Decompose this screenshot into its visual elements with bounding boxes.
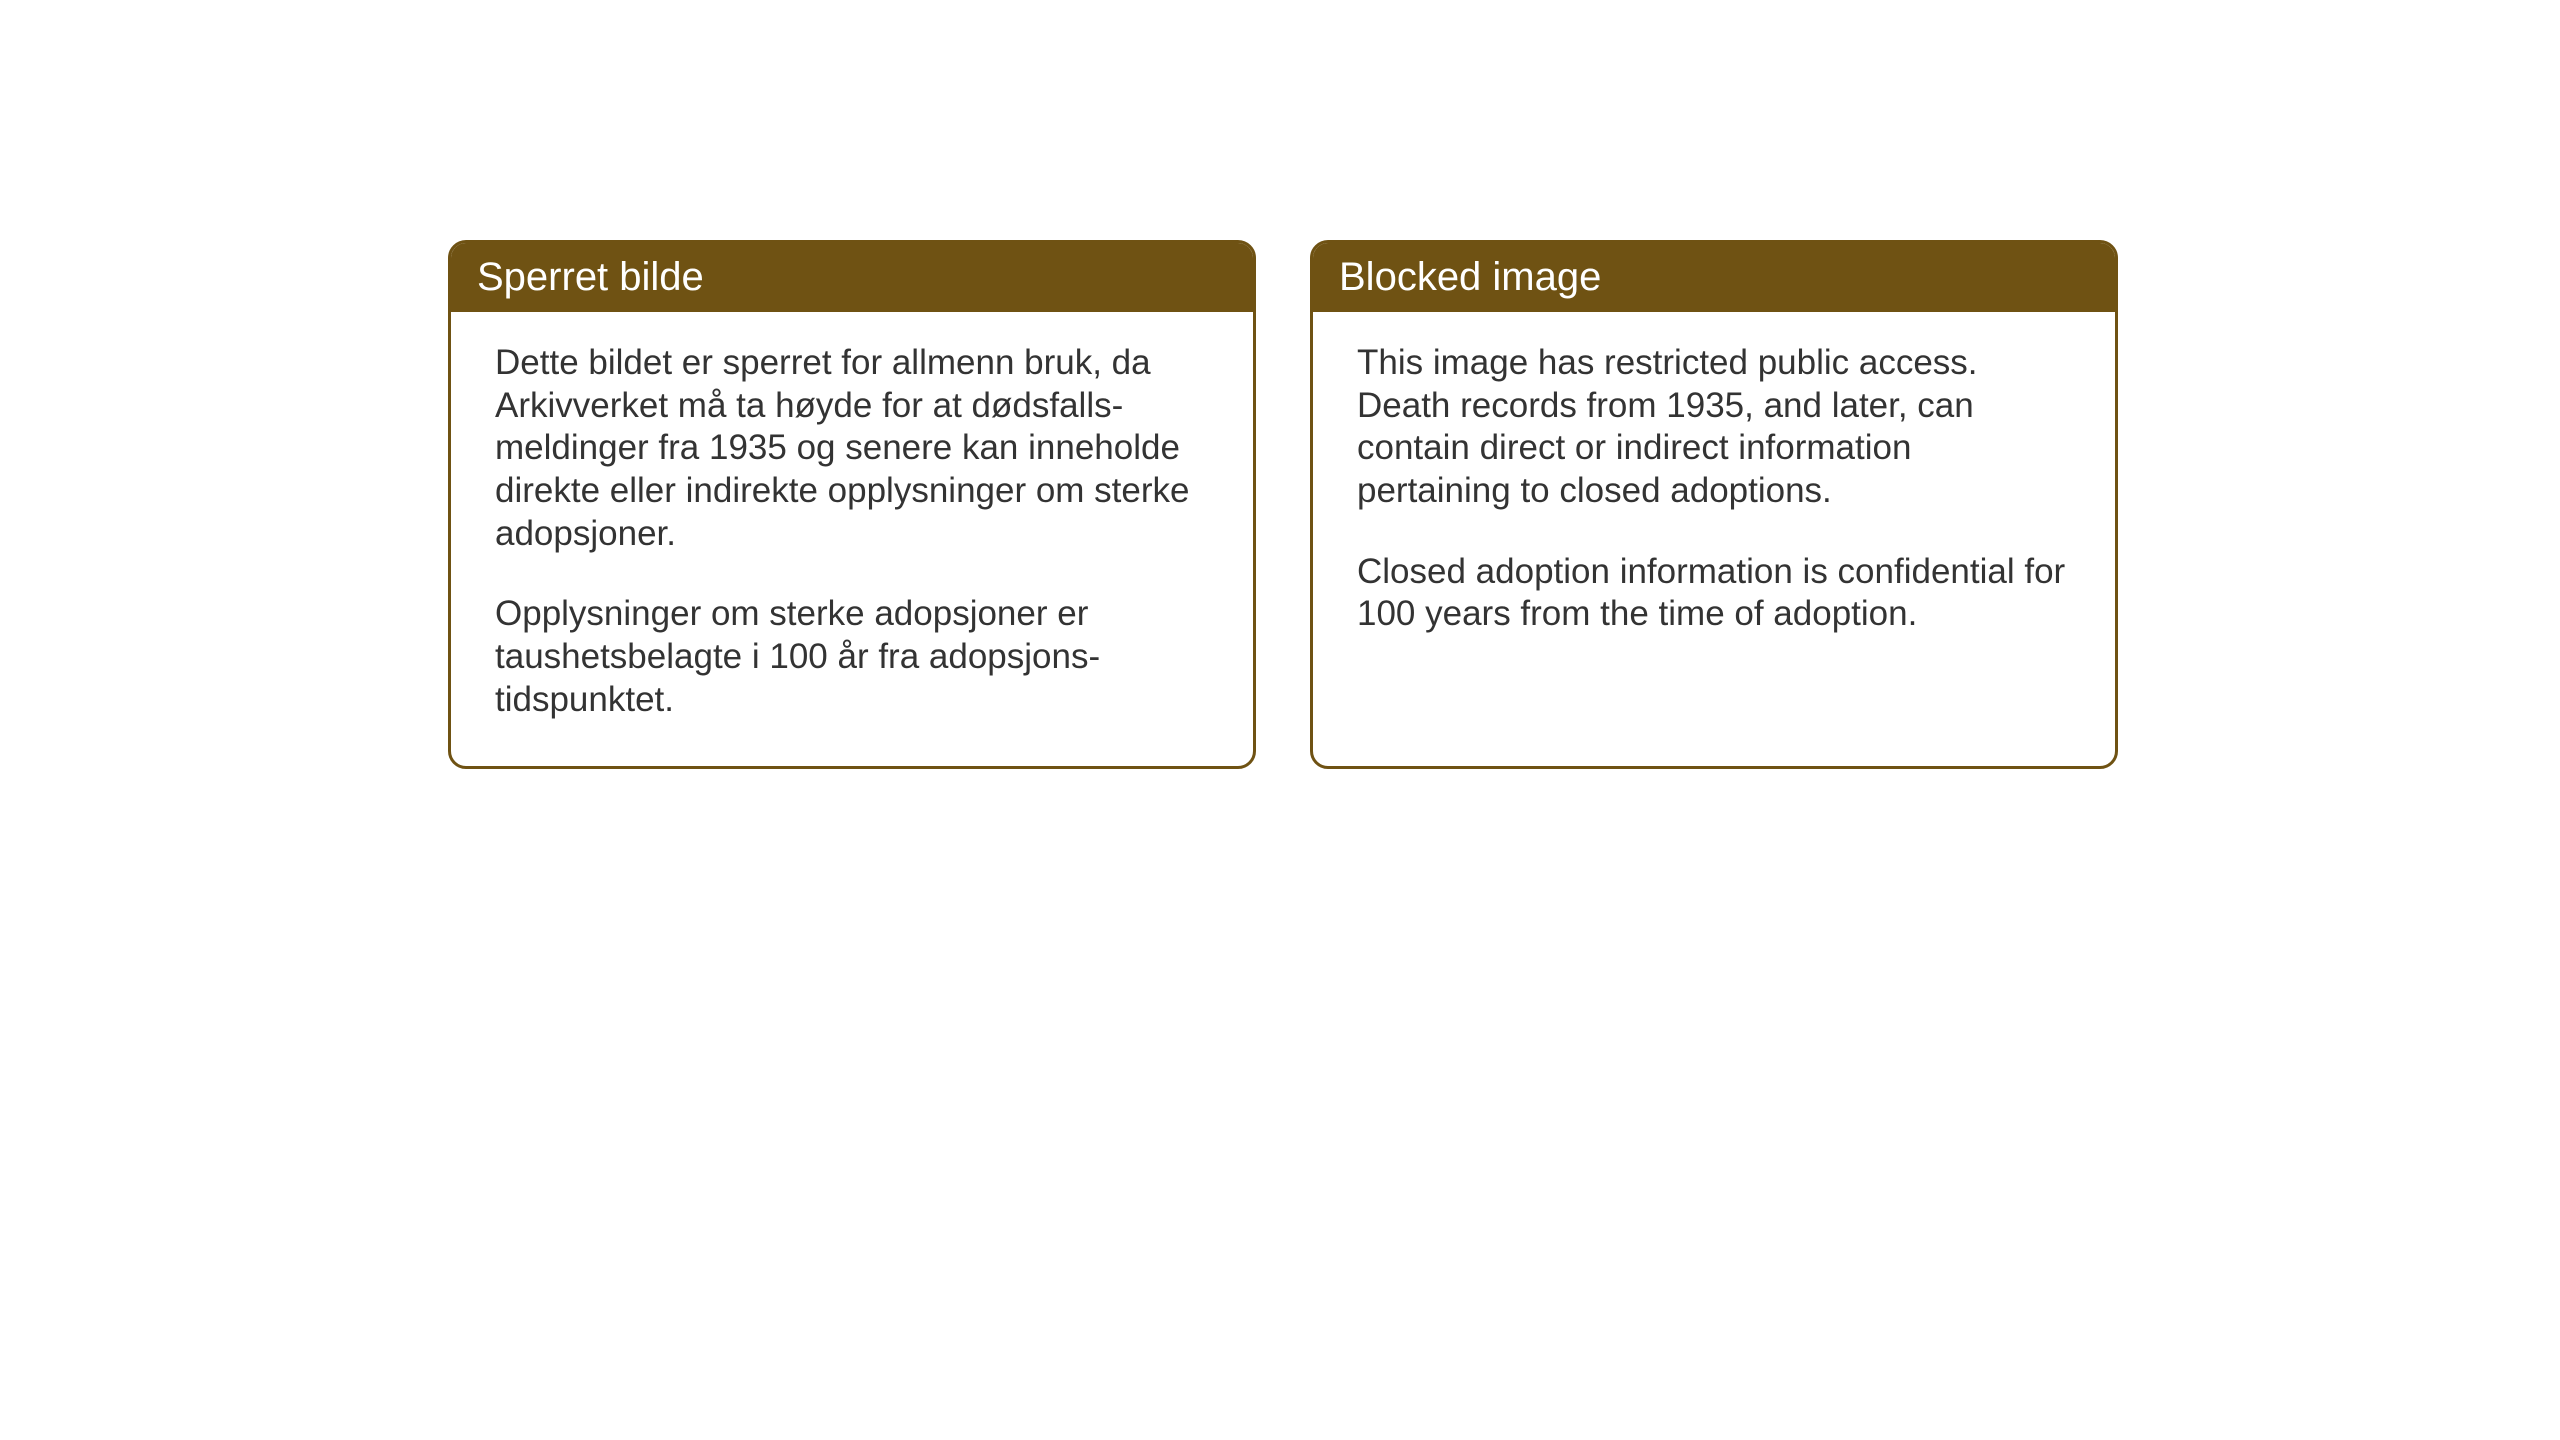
card-paragraph: Closed adoption information is confident… <box>1357 551 2071 636</box>
card-body-norwegian: Dette bildet er sperret for allmenn bruk… <box>451 312 1253 766</box>
card-paragraph: Dette bildet er sperret for allmenn bruk… <box>495 342 1209 555</box>
card-english: Blocked image This image has restricted … <box>1310 240 2118 769</box>
cards-container: Sperret bilde Dette bildet er sperret fo… <box>448 240 2118 769</box>
card-body-english: This image has restricted public access.… <box>1313 312 2115 680</box>
card-title-english: Blocked image <box>1339 255 1601 299</box>
card-paragraph: Opplysninger om sterke adopsjoner er tau… <box>495 593 1209 721</box>
card-title-norwegian: Sperret bilde <box>477 255 704 299</box>
card-paragraph: This image has restricted public access.… <box>1357 342 2071 513</box>
card-header-norwegian: Sperret bilde <box>451 243 1253 312</box>
card-header-english: Blocked image <box>1313 243 2115 312</box>
card-norwegian: Sperret bilde Dette bildet er sperret fo… <box>448 240 1256 769</box>
